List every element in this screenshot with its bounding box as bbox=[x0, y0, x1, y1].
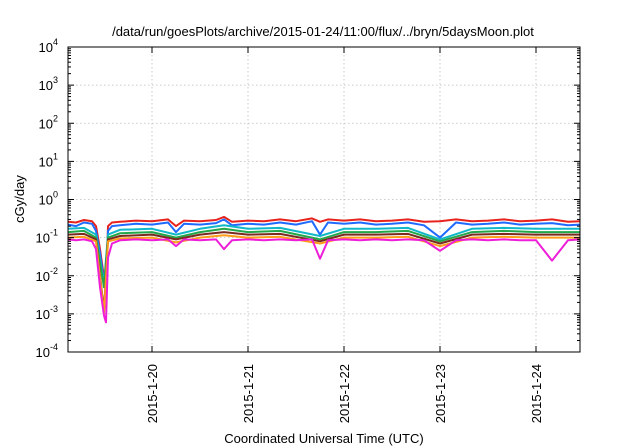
y-tick-labels: 10-4 10-3 10-2 10-1 100 101 102 103 104 bbox=[36, 37, 58, 360]
x-tick-label: 2015-1-23 bbox=[433, 364, 448, 423]
y-tick-label: 10-4 bbox=[36, 342, 58, 360]
x-tick-label: 2015-1-22 bbox=[337, 364, 352, 423]
x-tick-label: 2015-1-20 bbox=[145, 364, 160, 423]
y-axis-label: cGy/day bbox=[12, 175, 27, 223]
y-tick-label: 10-2 bbox=[36, 266, 58, 284]
y-tick-label: 101 bbox=[39, 151, 58, 169]
x-tick-label: 2015-1-24 bbox=[529, 364, 544, 423]
x-tick-labels: 2015-1-20 2015-1-21 2015-1-22 2015-1-23 2015… bbox=[145, 364, 544, 423]
series-layer bbox=[67, 215, 581, 324]
x-tick-label: 2015-1-21 bbox=[241, 364, 256, 423]
y-tick-label: 100 bbox=[39, 190, 58, 208]
tick-layer bbox=[68, 46, 580, 353]
series-line-7 bbox=[67, 238, 581, 324]
y-tick-label: 10-3 bbox=[36, 304, 58, 322]
y-tick-label: 10-1 bbox=[36, 228, 58, 246]
x-axis-label: Coordinated Universal Time (UTC) bbox=[224, 431, 423, 446]
y-tick-label: 102 bbox=[39, 113, 58, 131]
y-tick-label: 103 bbox=[39, 75, 58, 93]
y-tick-label: 104 bbox=[39, 37, 58, 55]
chart-title: /data/run/goesPlots/archive/2015-01-24/1… bbox=[112, 24, 534, 39]
